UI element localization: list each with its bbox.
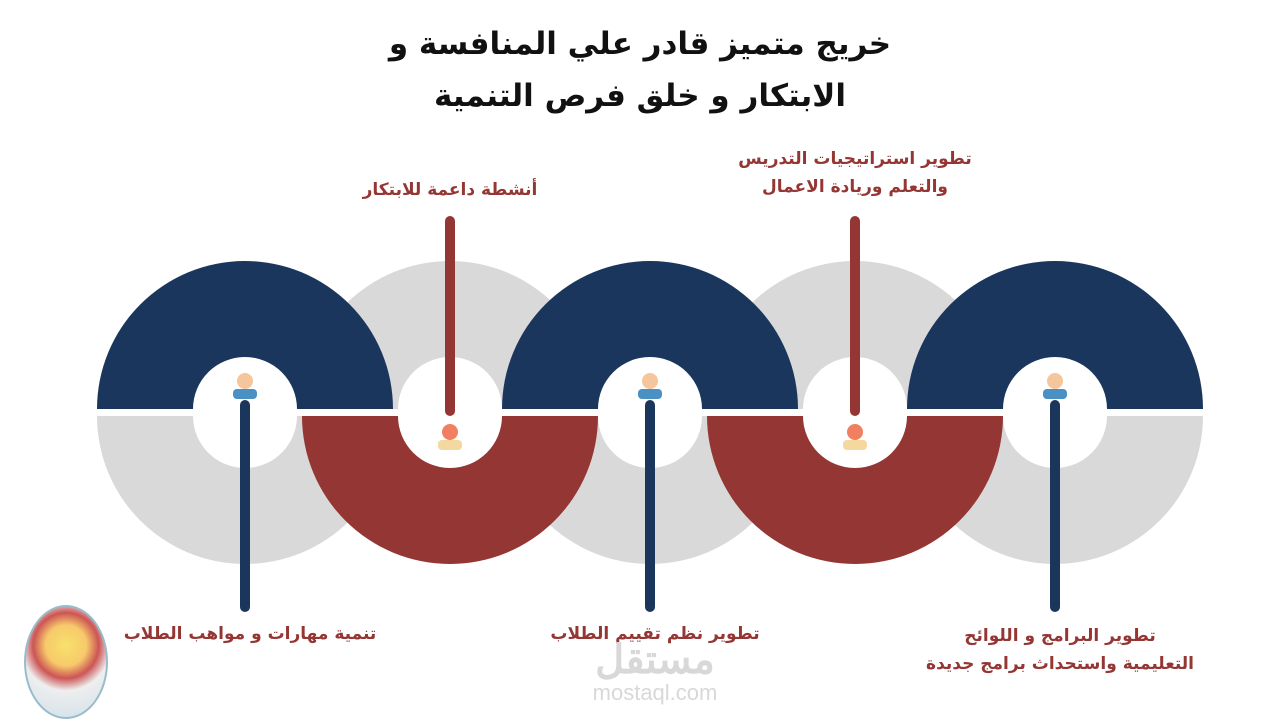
step-arc-5 [907,261,1203,409]
step-label-3: تطوير نظم تقييم الطلاب [550,624,760,644]
innovation-activities-icon [438,424,462,450]
step-label-4: تطوير استراتيجيات التدريس والتعلم وريادة… [700,145,1010,201]
step-4-line-2: والتعلم وريادة الاعمال [762,177,948,197]
university-logo [24,605,108,719]
step-4-line-1: تطوير استراتيجيات التدريس [738,149,972,169]
step-label-5: تطوير البرامج و اللوائح التعليمية واستحد… [900,622,1220,678]
clipboard-checklist-icon [638,373,662,399]
laptop-icon [1043,373,1067,399]
watermark: مستقل mostaql.com [555,640,755,706]
step-label-2: أنشطة داعمة للابتكار [362,180,538,200]
step-5-line-2: التعليمية واستحداث برامج جديدة [926,654,1194,674]
step-arc-3 [502,261,798,409]
watermark-arabic: مستقل [595,638,715,682]
watermark-latin: mostaql.com [592,680,718,705]
student-skills-icon [233,373,257,399]
slide-title: خريج متميز قادر علي المنافسة و الابتكار … [340,18,940,122]
connector-line-5 [1050,400,1060,612]
title-line-2: الابتكار و خلق فرص التنمية [434,78,846,114]
step-arc-2 [302,416,598,564]
step-arc-1 [97,261,393,409]
connector-line-2 [445,216,455,416]
connector-line-3 [645,400,655,612]
connector-line-1 [240,400,250,612]
step-arc-4 [707,416,1003,564]
step-label-1: تنمية مهارات و مواهب الطلاب [123,624,377,644]
connector-line-4 [850,216,860,416]
title-line-1: خريج متميز قادر علي المنافسة و [388,26,892,62]
step-5-line-1: تطوير البرامج و اللوائح [964,626,1156,646]
brain-book-icon [843,424,867,450]
